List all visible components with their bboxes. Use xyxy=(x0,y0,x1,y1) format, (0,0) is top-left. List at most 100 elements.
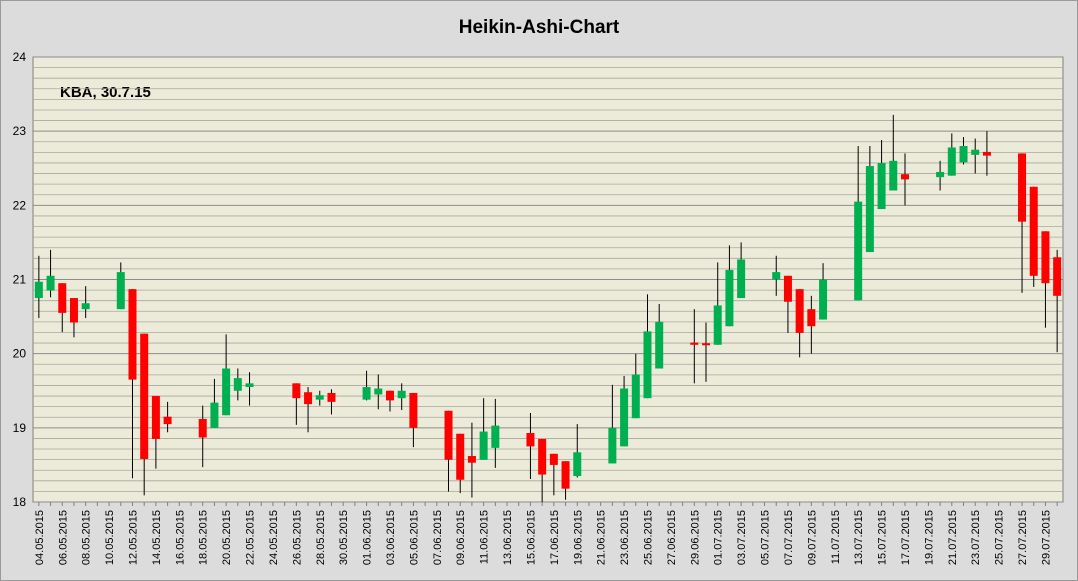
candle-body xyxy=(549,453,558,465)
candle-body xyxy=(362,387,371,400)
candle-body xyxy=(69,298,78,323)
candle-body xyxy=(1018,153,1027,222)
x-tick-label: 28.05.2015 xyxy=(315,510,327,565)
x-tick-label: 19.06.2015 xyxy=(572,510,584,565)
x-tick-label: 24.05.2015 xyxy=(268,510,280,565)
y-tick-label: 20 xyxy=(13,347,27,361)
candle-body xyxy=(702,343,711,346)
candle-body xyxy=(900,174,909,180)
candle-body xyxy=(409,392,418,428)
x-tick-label: 15.07.2015 xyxy=(877,510,889,565)
x-tick-label: 19.07.2015 xyxy=(923,510,935,565)
candle-body xyxy=(631,374,640,419)
x-tick-label: 07.06.2015 xyxy=(432,510,444,565)
candle-body xyxy=(397,390,406,399)
candle-body xyxy=(608,427,617,464)
candle-body xyxy=(467,456,476,463)
x-tick-label: 13.07.2015 xyxy=(853,510,865,565)
candle-body xyxy=(479,431,488,460)
y-tick-label: 22 xyxy=(13,198,27,212)
annotation: KBA, 30.7.15 xyxy=(60,84,151,101)
x-tick-label: 16.05.2015 xyxy=(174,510,186,565)
x-tick-label: 14.05.2015 xyxy=(151,510,163,565)
candle-body xyxy=(971,149,980,155)
candle-body xyxy=(573,452,582,477)
x-tick-label: 05.07.2015 xyxy=(760,510,772,565)
x-tick-label: 27.07.2015 xyxy=(1017,510,1029,565)
x-tick-label: 17.07.2015 xyxy=(900,510,912,565)
x-tick-label: 17.06.2015 xyxy=(549,510,561,565)
candle-body xyxy=(34,281,43,299)
y-tick-label: 18 xyxy=(13,495,27,509)
candle-body xyxy=(374,388,383,395)
candle-body xyxy=(643,331,652,399)
candle-body xyxy=(737,259,746,299)
x-tick-label: 11.06.2015 xyxy=(479,510,491,564)
candle-body xyxy=(936,171,945,178)
candle-body xyxy=(245,383,254,388)
candle-body xyxy=(526,433,535,447)
x-tick-label: 29.06.2015 xyxy=(689,510,701,565)
candle-body xyxy=(889,160,898,191)
x-tick-label: 01.07.2015 xyxy=(713,510,725,565)
candle-body xyxy=(947,147,956,176)
x-tick-label: 15.06.2015 xyxy=(525,510,537,565)
candle-body xyxy=(210,402,219,428)
candle-body xyxy=(58,283,67,313)
x-tick-label: 11.07.2015 xyxy=(830,510,842,564)
x-tick-label: 10.05.2015 xyxy=(104,510,116,565)
x-tick-label: 21.07.2015 xyxy=(947,510,959,565)
candle-body xyxy=(865,166,874,253)
y-tick-label: 21 xyxy=(13,273,27,287)
x-tick-label: 27.06.2015 xyxy=(666,510,678,565)
candle-body xyxy=(444,410,453,460)
x-tick-label: 06.05.2015 xyxy=(57,510,69,565)
x-tick-label: 05.06.2015 xyxy=(408,510,420,565)
candle-body xyxy=(538,438,547,475)
x-tick-label: 04.05.2015 xyxy=(34,510,46,565)
x-tick-label: 22.05.2015 xyxy=(245,510,257,565)
candle-body xyxy=(46,275,55,291)
x-tick-label: 03.06.2015 xyxy=(385,510,397,565)
x-tick-label: 09.07.2015 xyxy=(806,510,818,565)
candle-body xyxy=(561,461,570,489)
x-tick-label: 01.06.2015 xyxy=(362,510,374,565)
y-tick-label: 19 xyxy=(13,421,27,435)
y-tick-label: 23 xyxy=(13,124,27,138)
candle-body xyxy=(292,383,301,399)
candle-body xyxy=(304,392,313,405)
candle-body xyxy=(456,433,465,480)
candle-body xyxy=(982,151,991,156)
x-tick-label: 29.07.2015 xyxy=(1040,510,1052,565)
x-tick-label: 18.05.2015 xyxy=(198,510,210,565)
x-tick-label: 23.06.2015 xyxy=(619,510,631,565)
x-tick-label: 25.06.2015 xyxy=(642,510,654,565)
candle-body xyxy=(819,279,828,320)
candle-body xyxy=(315,395,324,400)
x-tick-label: 09.06.2015 xyxy=(455,510,467,565)
x-tick-label: 20.05.2015 xyxy=(221,510,233,565)
x-tick-label: 26.05.2015 xyxy=(291,510,303,565)
x-tick-label: 03.07.2015 xyxy=(736,510,748,565)
candle-body xyxy=(116,272,125,310)
candle-body xyxy=(222,368,231,416)
candle-body xyxy=(807,309,816,327)
candle-body xyxy=(783,275,792,302)
x-tick-label: 23.07.2015 xyxy=(970,510,982,565)
candle-body xyxy=(959,146,968,163)
candle-body xyxy=(327,392,336,402)
candle-body xyxy=(854,201,863,301)
candle-body xyxy=(140,333,149,459)
candle-body xyxy=(690,342,699,345)
candle-body xyxy=(128,289,137,380)
x-tick-label: 13.06.2015 xyxy=(502,510,514,565)
y-tick-label: 24 xyxy=(13,50,27,64)
candle-body xyxy=(655,321,664,369)
x-tick-label: 08.05.2015 xyxy=(81,510,93,565)
candle-body xyxy=(1053,257,1062,296)
x-tick-label: 07.07.2015 xyxy=(783,510,795,565)
chart-title: Heikin-Ashi-Chart xyxy=(459,17,620,38)
candle-body xyxy=(151,395,160,439)
candle-body xyxy=(1041,231,1050,284)
